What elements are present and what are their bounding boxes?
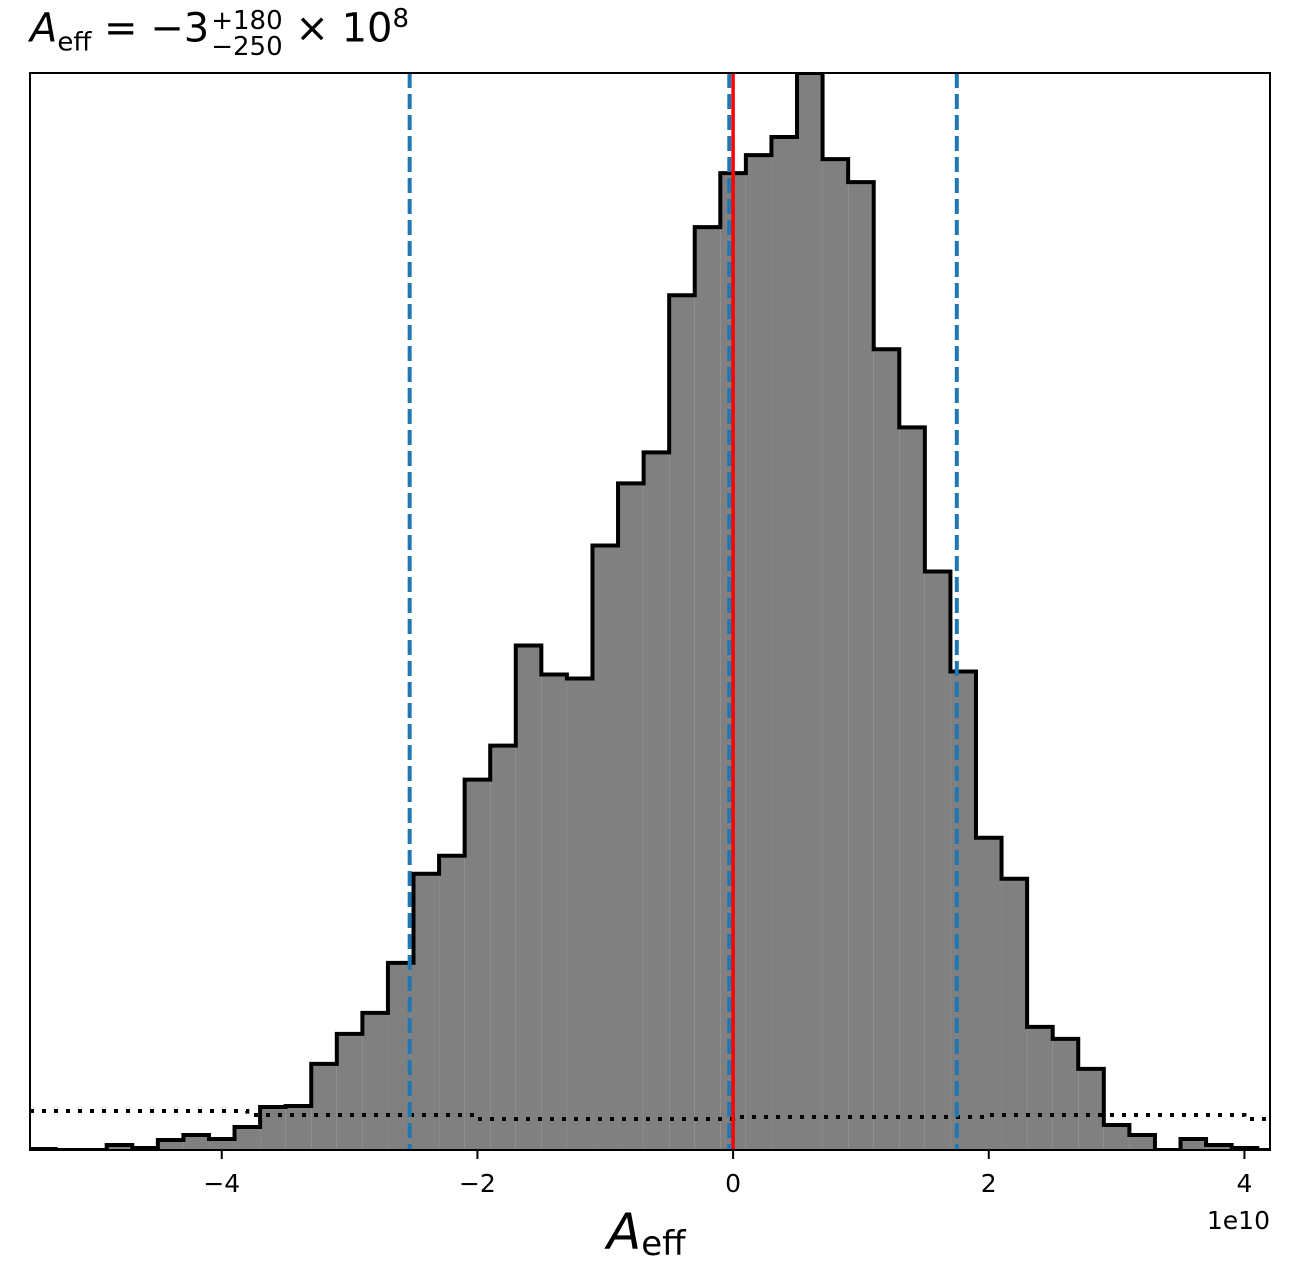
histogram-bar bbox=[464, 779, 491, 1150]
x-tick-label: 2 bbox=[981, 1169, 997, 1198]
histogram-bar bbox=[157, 1139, 184, 1150]
histogram-bar bbox=[1078, 1068, 1104, 1150]
histogram-bar bbox=[592, 545, 619, 1150]
histogram-bar bbox=[311, 1063, 337, 1150]
histogram-bar bbox=[1129, 1134, 1155, 1150]
histogram-bar bbox=[566, 678, 593, 1150]
prior-dotted-line bbox=[30, 1108, 1270, 1121]
histogram-bar bbox=[848, 182, 874, 1150]
x-axis-label-subscript: eff bbox=[641, 1224, 686, 1264]
histogram-bar bbox=[745, 155, 772, 1150]
x-axis-label: Aeff bbox=[607, 1203, 686, 1264]
title-subscript: eff bbox=[57, 27, 92, 58]
histogram-bar bbox=[669, 295, 695, 1150]
histogram-bar bbox=[1052, 1038, 1079, 1150]
histogram-bar bbox=[106, 1144, 133, 1150]
histogram-bar bbox=[1103, 1124, 1130, 1150]
title-value: = −3 bbox=[104, 5, 210, 52]
histogram-bar bbox=[285, 1105, 312, 1150]
x-tick-label: −2 bbox=[459, 1169, 496, 1198]
histogram-bar bbox=[1180, 1138, 1207, 1150]
histogram-bar bbox=[490, 745, 516, 1150]
histogram-bar bbox=[975, 837, 1002, 1150]
title-exponent: 8 bbox=[392, 4, 410, 34]
histogram-bar bbox=[541, 674, 567, 1150]
title-upper-error: +180 bbox=[211, 6, 283, 37]
histogram-bar bbox=[362, 1012, 388, 1150]
histogram-bar bbox=[183, 1134, 209, 1150]
x-tick-label: 4 bbox=[1236, 1169, 1252, 1198]
histogram-bar bbox=[336, 1033, 363, 1150]
histogram-bar bbox=[439, 855, 465, 1150]
histogram-bar bbox=[618, 483, 644, 1150]
histogram-bar bbox=[515, 645, 542, 1150]
histogram-bar bbox=[387, 962, 414, 1150]
x-tick-label: −4 bbox=[203, 1169, 240, 1198]
histogram-outline bbox=[30, 73, 1270, 1150]
histogram-bar bbox=[1027, 1026, 1053, 1150]
x-offset-label: 1e10 bbox=[1207, 1206, 1270, 1235]
title-symbol: A bbox=[30, 5, 58, 52]
histogram-bar bbox=[822, 159, 849, 1150]
histogram-bar bbox=[1206, 1144, 1232, 1150]
x-axis-label-symbol: A bbox=[607, 1203, 642, 1261]
histogram-bar bbox=[873, 349, 900, 1150]
histogram-bar bbox=[1001, 878, 1028, 1150]
histogram-bar bbox=[950, 671, 976, 1150]
title-scale: × 10 bbox=[295, 5, 393, 52]
histogram-bar bbox=[643, 452, 670, 1150]
title-errors: +180 −250 bbox=[211, 8, 282, 60]
histogram-bar bbox=[924, 571, 951, 1150]
title-lower-error: −250 bbox=[211, 32, 283, 63]
histogram-bar bbox=[771, 137, 798, 1150]
histogram-bar bbox=[899, 427, 925, 1150]
chart-title: Aeff = −3 +180 −250 × 108 bbox=[30, 4, 409, 60]
plot-frame bbox=[29, 72, 1271, 1151]
histogram-bar bbox=[413, 873, 440, 1150]
x-tick-label: 0 bbox=[725, 1169, 741, 1198]
histogram-bar bbox=[694, 227, 721, 1150]
histogram-bar bbox=[208, 1138, 235, 1150]
histogram-bar bbox=[797, 73, 823, 1150]
histogram-bar bbox=[234, 1126, 261, 1150]
